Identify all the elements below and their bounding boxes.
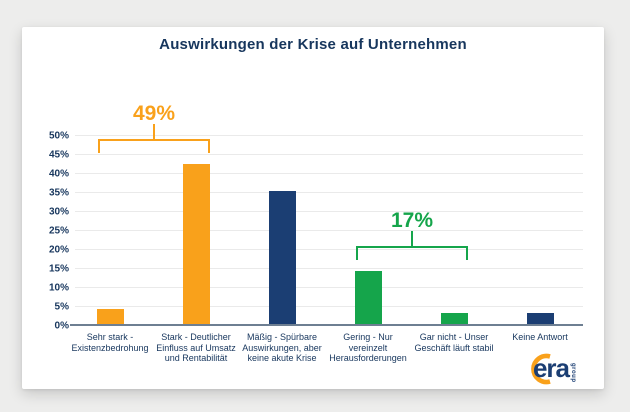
chart-card: Auswirkungen der Krise auf Unternehmen 0… [22, 27, 604, 389]
category-label-line: keine akute Krise [247, 353, 317, 363]
bracket-17: 17% [356, 209, 468, 261]
gridline-15 [75, 268, 583, 269]
bracket-label: 17% [390, 208, 434, 232]
category-label-line: Auswirkungen, aber [242, 342, 322, 353]
chart-title: Auswirkungen der Krise auf Unternehmen [159, 36, 467, 53]
bracket-stem [411, 230, 413, 247]
y-axis-label-40: 40% [48, 168, 69, 180]
category-label-line: Einfluss auf Umsatz [156, 342, 236, 353]
gridline-20 [75, 249, 583, 250]
category-label-line: Keine Antwort [512, 332, 568, 342]
y-axis-label-5: 5% [54, 301, 69, 313]
gridline-25 [75, 230, 583, 231]
category-label-gering: Gering - Nur vereinzelt Herausforderungen [322, 332, 414, 364]
gridline-30 [75, 211, 583, 212]
category-label-keine-antwort: Keine Antwort [494, 332, 586, 343]
gridline-40 [75, 173, 583, 174]
bar-maessig [268, 191, 296, 324]
bracket-tick [98, 140, 100, 154]
gridline-5 [75, 306, 583, 307]
y-axis-label-15: 15% [48, 263, 69, 275]
bracket-stem [153, 124, 155, 141]
gridline-35 [75, 192, 583, 193]
y-axis-label-25: 25% [48, 225, 69, 237]
bracket-49: 49% [98, 102, 210, 154]
category-label-line: Gering - Nur [343, 332, 393, 342]
category-label-line: Geschäft läuft stabil [414, 342, 494, 353]
category-label-gar-nicht: Gar nicht - Unser Geschäft läuft stabil [408, 332, 500, 353]
bar-stark [182, 164, 210, 324]
bracket-tick [208, 140, 210, 154]
logo-arc-icon [531, 353, 551, 384]
category-label-line: Existenzbedrohung [71, 342, 149, 353]
y-axis-label-10: 10% [48, 282, 69, 294]
gridline-10 [75, 287, 583, 288]
bar-keine-antwort [526, 312, 554, 324]
y-axis-label-45: 45% [48, 149, 69, 161]
category-label-line: Sehr stark - [86, 332, 134, 342]
y-axis-label-35: 35% [48, 187, 69, 199]
bar-gar-nicht [440, 312, 468, 324]
category-label-line: Stark - Deutlicher [161, 332, 231, 342]
era-group-logo: era group [525, 349, 576, 387]
category-label-line: Gar nicht - Unser [419, 332, 489, 342]
category-label-line: vereinzelt [348, 342, 388, 353]
y-axis-label-30: 30% [48, 206, 69, 218]
gridline-50 [75, 135, 583, 136]
category-label-maessig: Mäßig - Spürbare Auswirkungen, aber keine … [236, 332, 328, 364]
x-axis-line [70, 324, 583, 326]
bracket-tick [356, 246, 358, 260]
category-label-line: und Rentabilität [164, 353, 228, 363]
y-axis-label-20: 20% [48, 244, 69, 256]
bar-gering [354, 270, 382, 324]
logo-group-text: group [570, 363, 576, 383]
y-axis-label-0: 0% [54, 320, 69, 332]
category-label-line: Mäßig - Spürbare [246, 332, 318, 342]
bar-sehr-stark [96, 308, 124, 324]
gridline-45 [75, 154, 583, 155]
bracket-label: 49% [132, 102, 176, 126]
category-label-sehr-stark: Sehr stark - Existenzbedrohung [64, 332, 156, 353]
y-axis-label-50: 50% [48, 130, 69, 142]
bracket-tick [466, 246, 468, 260]
logo-text: era [532, 352, 570, 383]
category-label-line: Herausforderungen [329, 353, 407, 363]
category-label-stark: Stark - Deutlicher Einfluss auf Umsatz und… [150, 332, 242, 364]
plot-area: 0% 5% 10% 15% 20% 25% 30% 35% 40% 45% 50% Sehr star… [22, 27, 604, 389]
